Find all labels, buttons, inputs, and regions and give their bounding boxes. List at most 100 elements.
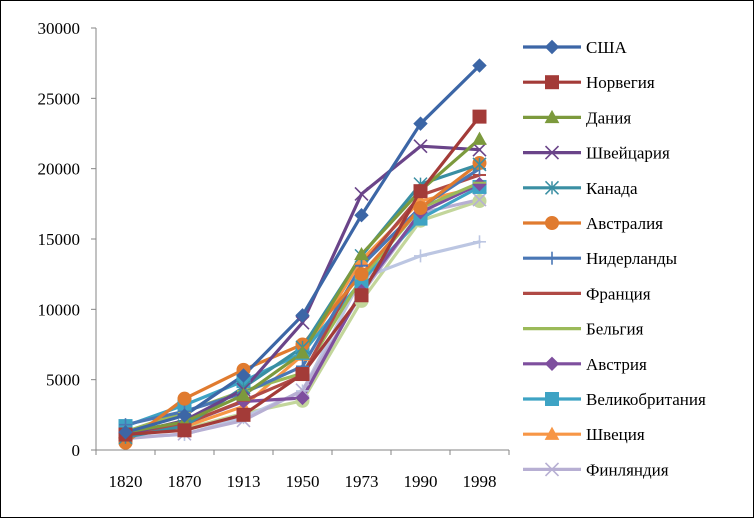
x-tick-label: 1950 [286,472,320,491]
data-point [472,131,487,145]
x-axis-tick-labels: 1820 1870 1913 1950 1973 1990 1998 [109,472,497,491]
legend-item: Швейцария [523,144,670,163]
data-point [413,201,428,216]
y-tick-label: 15000 [38,230,81,249]
square-marker [545,392,559,406]
legend-marker [545,251,559,265]
diamond-marker [177,408,192,423]
data-point [472,142,487,157]
circle-marker [472,194,487,209]
x-tick-label: 1990 [404,472,438,491]
data-point [295,315,310,330]
legend-marker [544,145,560,160]
series-markers [118,58,487,450]
legend-marker [544,356,560,372]
legend-label: Нидерланды [586,249,678,268]
data-point [177,408,192,423]
square-marker [177,423,192,438]
legend-label: Австралия [586,214,663,233]
x-tick-label: 1913 [227,472,261,491]
x-marker-stroke [413,139,428,154]
x-tick-label: 1973 [345,472,379,491]
circle-marker [177,391,192,406]
data-point [177,391,192,406]
y-tick-label: 0 [72,441,81,460]
circle-marker [354,267,369,282]
triangle-marker [295,345,310,359]
legend-label: США [586,38,627,57]
square-marker [545,75,559,90]
legend-label: Австрия [586,355,647,374]
diamond-marker [354,208,369,223]
legend: США Норвегия Дания Швейцария Канада Австралия… [523,38,706,479]
data-point [118,425,133,440]
data-point [236,387,251,401]
data-point [295,308,310,323]
data-point [295,345,310,359]
legend-item: Великобритания [523,390,706,409]
data-point [354,186,369,202]
triangle-marker [354,246,369,261]
data-point [177,423,192,438]
data-point [472,157,487,172]
legend-item: Австралия [523,214,663,233]
y-tick-label: 5000 [46,371,80,390]
legend-label: Великобритания [586,390,706,409]
x-tick-label: 1870 [168,472,202,491]
square-marker [354,288,369,303]
y-axis-tick-labels: 0 5000 10000 15000 20000 25000 30000 [38,19,81,460]
legend-marker [545,216,559,230]
legend-label: Франция [586,284,651,303]
diamond-marker [295,390,310,406]
legend-label: Швейцария [586,144,670,163]
legend-item: Дания [523,108,631,127]
legend-item: Финляндия [523,460,669,479]
data-point [472,58,487,73]
data-point [413,116,428,131]
data-point [295,390,310,406]
legend-item: Бельгия [523,320,644,339]
data-point [354,267,369,282]
legend-item: Нидерланды [523,249,678,268]
triangle-marker [236,387,251,401]
triangle-marker [544,426,560,440]
data-point [472,194,487,209]
diamond-marker [544,39,560,55]
data-point [295,367,310,382]
diamond-marker [544,356,560,372]
legend-item: Канада [523,179,638,198]
triangle-marker [472,131,487,145]
x-marker-stroke [354,186,369,202]
x-tick-label: 1998 [463,472,497,491]
diamond-marker [295,308,310,323]
legend-label: Финляндия [586,460,669,479]
chart-axes [91,27,510,455]
diamond-marker [413,116,428,131]
data-point [413,139,428,154]
legend-marker [544,39,560,55]
legend-marker [545,75,559,90]
legend-item: США [523,38,627,57]
data-point [472,192,487,207]
legend-label: Норвегия [586,73,655,92]
legend-item: Швеция [523,425,645,444]
y-tick-label: 20000 [38,160,81,179]
legend-label: Дания [586,108,631,127]
legend-marker [544,109,560,124]
data-point [472,109,487,124]
legend-marker [544,462,560,477]
legend-marker [544,180,560,195]
legend-label: Швеция [586,425,645,444]
square-marker [413,184,428,199]
triangle-marker [544,109,560,124]
circle-marker [545,216,559,230]
data-point [295,383,310,398]
diamond-marker [118,425,133,440]
y-tick-label: 30000 [38,19,81,38]
data-point [236,368,251,383]
data-point [413,184,428,199]
x-marker-stroke [544,462,560,477]
legend-item: Франция [523,284,651,303]
square-marker [295,367,310,382]
